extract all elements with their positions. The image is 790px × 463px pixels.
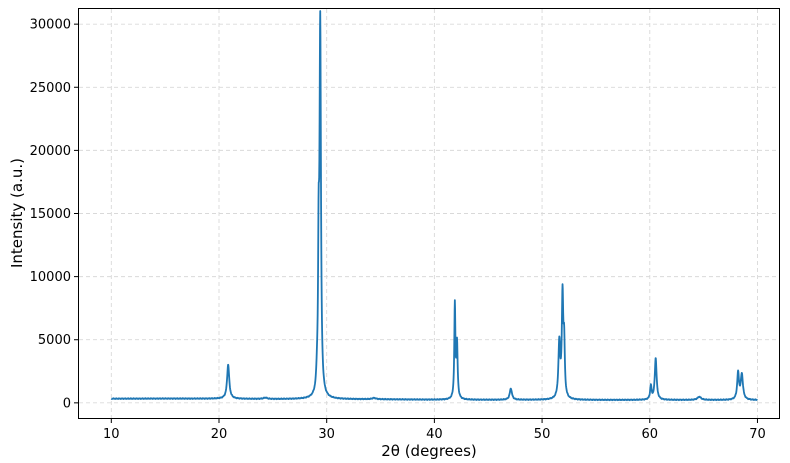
x-tick-label: 40 [426,427,443,442]
x-tick-label: 70 [749,427,766,442]
y-tick-label: 20000 [30,144,71,159]
series-layer [110,10,759,402]
y-axis-label: Intensity (a.u.) [8,158,26,268]
x-axis: 10 20 30 40 50 60 70 [103,418,766,442]
y-tick-label: 5000 [38,333,71,348]
x-tick-label: 20 [211,427,228,442]
x-tick-label: 10 [103,427,120,442]
y-tick-label: 25000 [30,81,71,96]
y-tick-label: 15000 [30,207,71,222]
x-axis-label: 2θ (degrees) [381,442,477,460]
xrd-series-line [110,10,759,402]
y-axis: 0 5000 10000 15000 20000 25000 30000 [30,18,79,411]
x-tick-label: 30 [318,427,335,442]
x-tick-label: 60 [641,427,658,442]
x-tick-label: 50 [534,427,551,442]
grid [79,9,779,418]
y-tick-label: 10000 [30,270,71,285]
y-tick-label: 0 [63,396,71,411]
y-tick-label: 30000 [30,18,71,33]
